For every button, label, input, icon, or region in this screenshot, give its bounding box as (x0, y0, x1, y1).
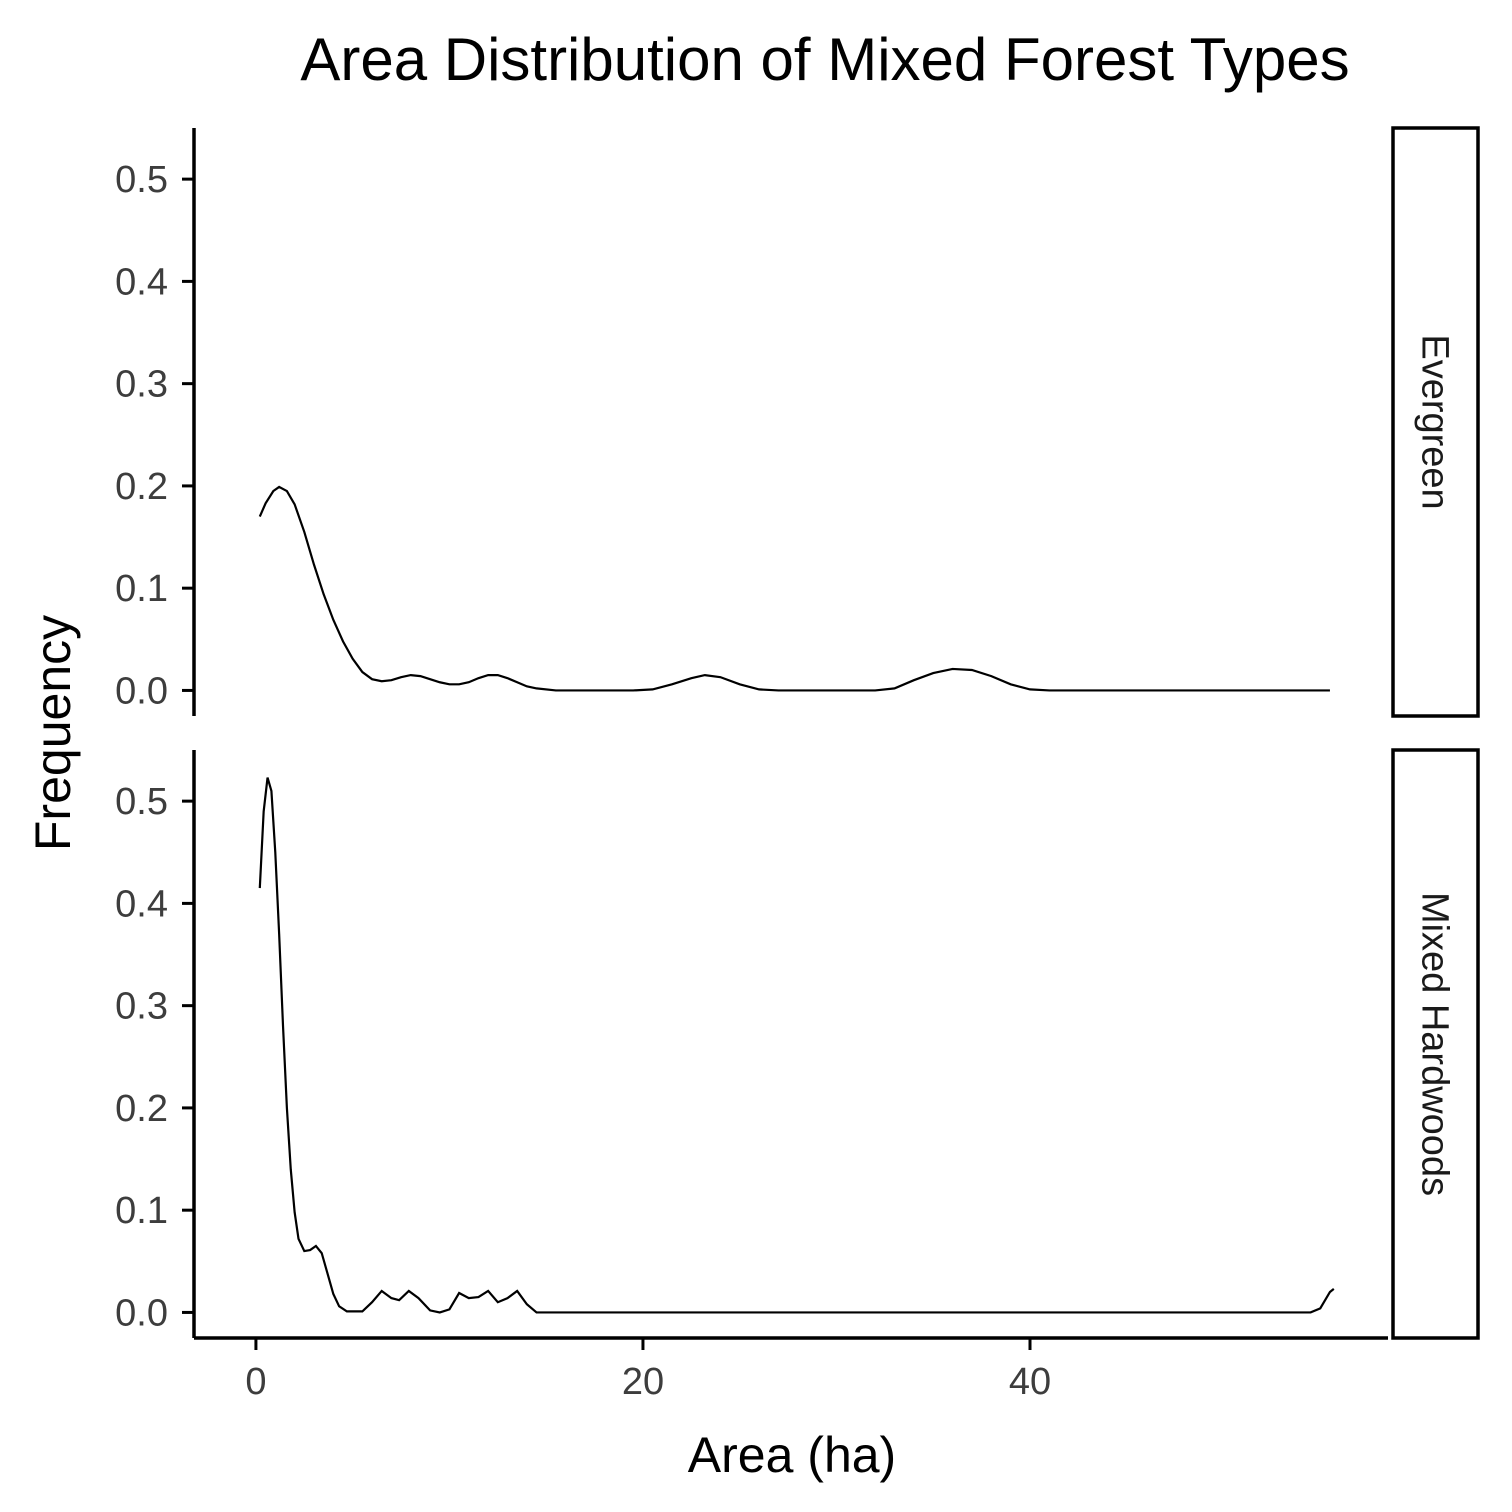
x-tick-label: 0 (245, 1361, 266, 1403)
chart-title: Area Distribution of Mixed Forest Types (300, 26, 1349, 93)
facet-panel-2: 0.0 0.1 0.2 0.3 0.4 0.5 Mixed Hardwoods (115, 748, 1480, 1340)
x-tick-label: 20 (622, 1361, 664, 1403)
x-axis: 0 20 40 (194, 1336, 1388, 1403)
facet-strip (1391, 748, 1480, 1340)
facet-label: Mixed Hardwoods (1414, 892, 1456, 1196)
y-tick-label: 0.5 (115, 159, 168, 201)
y-tick-label: 0.3 (115, 986, 168, 1028)
x-tick-label: 40 (1009, 1361, 1051, 1403)
y-tick-label: 0.1 (115, 1190, 168, 1232)
density-line-2 (258, 777, 1335, 1314)
facet-panel-1: 0.0 0.1 0.2 0.3 0.4 0.5 Evergreen (115, 126, 1480, 718)
y-tick-label: 0.5 (115, 781, 168, 823)
x-axis-title: Area (ha) (688, 1427, 896, 1483)
y-tick-label: 0.1 (115, 568, 168, 610)
plot-layer: 0.00.10.20.30.40.5Evergreen0.00.10.20.30… (115, 126, 1480, 1403)
y-tick-label: 0.0 (115, 1292, 168, 1334)
y-axis-title: Frequency (25, 615, 81, 851)
y-tick-label: 0.4 (115, 261, 168, 303)
y-tick-label: 0.0 (115, 670, 168, 712)
y-tick-label: 0.2 (115, 466, 168, 508)
facet-label: Evergreen (1414, 334, 1456, 509)
facet-strip (1391, 126, 1480, 718)
y-tick-label: 0.3 (115, 364, 168, 406)
y-tick-label: 0.2 (115, 1088, 168, 1130)
y-tick-label: 0.4 (115, 883, 168, 925)
density-line-1 (258, 485, 1330, 692)
